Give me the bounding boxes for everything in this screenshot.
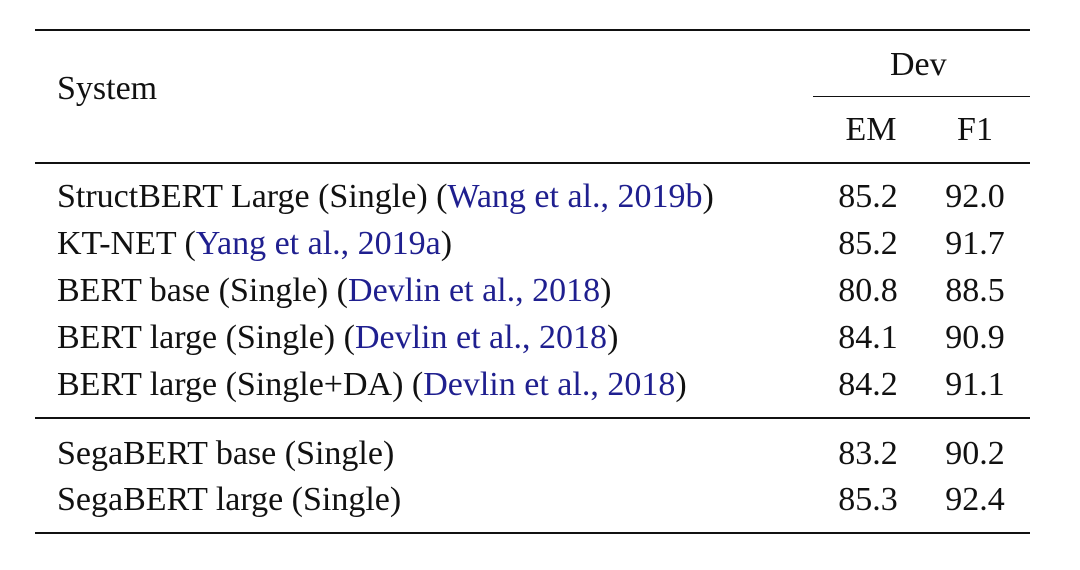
system-label: StructBERT Large (Single) ( bbox=[57, 178, 448, 215]
em-value: 85.2 bbox=[838, 225, 898, 262]
close-paren: ) bbox=[675, 366, 687, 403]
f1-value: 90.9 bbox=[945, 319, 1005, 356]
f1-value: 92.4 bbox=[945, 481, 1005, 518]
system-name: KT-NET (Yang et al., 2019a) bbox=[57, 227, 452, 261]
header-em: EM bbox=[845, 111, 897, 148]
citation-link[interactable]: Yang et al., 2019a bbox=[195, 225, 441, 262]
f1-value: 92.0 bbox=[945, 178, 1005, 215]
bottom-rule bbox=[35, 532, 1030, 534]
close-paren: ) bbox=[600, 272, 612, 309]
citation-link[interactable]: Wang et al., 2019b bbox=[447, 178, 703, 215]
system-name: BERT base (Single) (Devlin et al., 2018) bbox=[57, 274, 611, 308]
system-label: SegaBERT base (Single) bbox=[57, 435, 395, 472]
system-label: BERT large (Single+DA) ( bbox=[57, 366, 424, 403]
close-paren: ) bbox=[607, 319, 619, 356]
system-name: BERT large (Single+DA) (Devlin et al., 2… bbox=[57, 368, 687, 402]
mid-rule bbox=[35, 417, 1030, 419]
header-system: System bbox=[57, 70, 158, 107]
header-dev: Dev bbox=[890, 46, 947, 83]
f1-value: 91.1 bbox=[945, 366, 1005, 403]
header-f1: F1 bbox=[957, 111, 993, 148]
top-rule bbox=[35, 29, 1030, 31]
em-value: 85.3 bbox=[838, 481, 898, 518]
system-label: SegaBERT large (Single) bbox=[57, 481, 402, 518]
system-name: SegaBERT large (Single) bbox=[57, 483, 401, 517]
em-value: 80.8 bbox=[838, 272, 898, 309]
system-label: KT-NET ( bbox=[57, 225, 196, 262]
citation-link[interactable]: Devlin et al., 2018 bbox=[423, 366, 676, 403]
system-name: BERT large (Single) (Devlin et al., 2018… bbox=[57, 321, 618, 355]
dev-rule bbox=[813, 96, 1030, 97]
f1-value: 90.2 bbox=[945, 435, 1005, 472]
close-paren: ) bbox=[440, 225, 453, 262]
em-value: 84.1 bbox=[838, 319, 898, 356]
f1-value: 91.7 bbox=[945, 225, 1005, 262]
citation-link[interactable]: Devlin et al., 2018 bbox=[348, 272, 601, 309]
system-label: BERT large (Single) ( bbox=[57, 319, 355, 356]
header-rule bbox=[35, 162, 1030, 164]
system-name: SegaBERT base (Single) bbox=[57, 437, 394, 471]
system-label: BERT base (Single) ( bbox=[57, 272, 349, 309]
em-value: 85.2 bbox=[838, 178, 898, 215]
citation-link[interactable]: Devlin et al., 2018 bbox=[354, 319, 608, 356]
system-name: StructBERT Large (Single) (Wang et al., … bbox=[57, 180, 714, 214]
em-value: 84.2 bbox=[838, 366, 898, 403]
f1-value: 88.5 bbox=[945, 272, 1005, 309]
em-value: 83.2 bbox=[838, 435, 898, 472]
close-paren: ) bbox=[702, 178, 714, 215]
